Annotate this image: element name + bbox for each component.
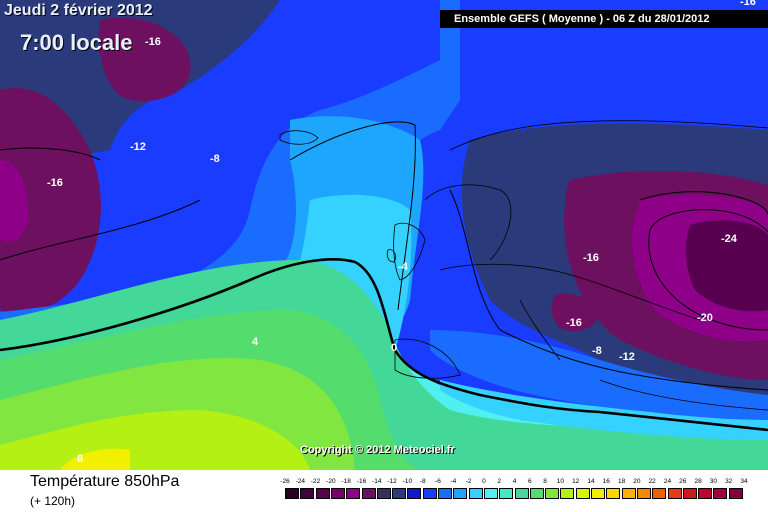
band-plus-10 <box>60 448 130 470</box>
legend-swatch <box>667 488 682 499</box>
zero-isotherm <box>0 258 768 432</box>
temperature-map: -16 -12 -8 -16 -4 -16 -24 -20 -16 -8 -12… <box>0 0 768 470</box>
legend-label: 6 <box>527 478 532 485</box>
iceland-cold-core <box>98 17 191 101</box>
contour-label: -12 <box>130 141 146 153</box>
copyright-notice: Copyright © 2012 Meteociel.fr <box>300 444 455 456</box>
legend-swatch <box>606 488 621 499</box>
contour-label: 0 <box>391 342 397 354</box>
legend-swatch <box>453 488 468 499</box>
legend-label: 2 <box>497 478 501 485</box>
legend-swatch <box>422 488 437 499</box>
mediterranean-band-minus-2 <box>440 380 768 440</box>
contour-label: -16 <box>47 177 63 189</box>
contour-label: -16 <box>145 36 161 48</box>
legend-label: -16 <box>356 478 367 485</box>
legend-label: -8 <box>419 478 426 485</box>
isotherms <box>0 121 768 391</box>
legend-swatch <box>407 488 422 499</box>
legend-label: -12 <box>387 478 397 485</box>
contour-label: -20 <box>697 312 713 324</box>
legend-label: 26 <box>679 478 687 485</box>
legend-label: 10 <box>556 478 564 485</box>
legend-swatch <box>575 488 590 499</box>
legend-swatch <box>529 488 544 499</box>
europe-cold-core-minus-26 <box>685 220 768 312</box>
legend-label: -22 <box>310 478 321 485</box>
legend-label: 34 <box>740 478 748 485</box>
mediterranean-band-minus-6 <box>430 330 768 420</box>
forecast-date: Jeudi 2 février 2012 <box>4 2 153 19</box>
corner-contour-label: -16 <box>740 0 756 8</box>
legend-swatch <box>300 488 315 499</box>
legend-label: 0 <box>482 478 486 485</box>
contour-label: -8 <box>210 153 220 165</box>
forecast-time: 7:00 locale <box>20 30 133 55</box>
legend-swatch <box>468 488 483 499</box>
legend-label: -10 <box>402 478 413 485</box>
variable-name: Température 850hPa <box>30 473 180 490</box>
contour-label: -16 <box>583 252 599 264</box>
legend-swatch <box>392 488 407 499</box>
legend-swatch <box>499 488 514 499</box>
legend-swatch <box>361 488 376 499</box>
legend-swatch <box>713 488 728 499</box>
greenland-core-inner <box>0 160 29 242</box>
legend-swatch <box>636 488 651 499</box>
legend-swatch <box>346 488 361 499</box>
legend-label: -6 <box>435 478 441 485</box>
band-plus-8 <box>0 410 310 470</box>
contour-label: -16 <box>566 317 582 329</box>
italy-cold-pocket <box>551 293 598 332</box>
legend-label: 22 <box>648 478 656 485</box>
legend-label: 16 <box>602 478 610 485</box>
contour-label: -12 <box>619 351 635 363</box>
legend-swatch <box>698 488 713 499</box>
legend-swatch <box>621 488 636 499</box>
legend-swatch <box>560 488 575 499</box>
greenland-cold-core <box>0 88 101 314</box>
legend-label: -20 <box>326 478 336 485</box>
legend-swatch <box>652 488 667 499</box>
contour-label: -8 <box>592 345 602 357</box>
legend-swatch <box>285 488 299 499</box>
legend-swatch <box>591 488 605 499</box>
legend-swatch <box>682 488 697 499</box>
legend-label: 8 <box>543 478 547 485</box>
legend-label: -2 <box>465 478 472 485</box>
legend-label: 14 <box>587 478 595 485</box>
legend-swatch <box>483 488 498 499</box>
legend-swatch <box>438 488 452 499</box>
legend-label: 4 <box>512 478 517 485</box>
legend-swatch <box>315 488 330 499</box>
legend-label: -24 <box>295 478 305 485</box>
legend-label: -26 <box>280 478 290 485</box>
legend-label: 18 <box>617 478 626 485</box>
lead-time: (+ 120h) <box>30 494 76 508</box>
legend-label: -4 <box>450 478 457 485</box>
contour-label: -24 <box>721 233 738 245</box>
legend-label: 30 <box>709 478 717 485</box>
model-run-info: Ensemble GEFS ( Moyenne ) - 06 Z du 28/0… <box>440 10 768 28</box>
legend-swatch <box>376 488 391 499</box>
legend-label: -14 <box>372 478 382 485</box>
legend-swatch <box>514 488 529 499</box>
legend-label: 24 <box>663 478 672 485</box>
legend-swatch <box>728 488 743 499</box>
contour-label: -4 <box>398 261 409 273</box>
contour-label: 8 <box>77 453 83 465</box>
legend-label: -18 <box>341 478 351 485</box>
legend-swatch <box>330 488 345 499</box>
contour-label: 4 <box>252 336 259 348</box>
legend-swatch <box>545 488 560 499</box>
legend-label: 12 <box>572 478 580 485</box>
legend-label: 20 <box>633 478 641 485</box>
legend-label: 28 <box>694 478 702 485</box>
legend-label: 32 <box>725 478 733 485</box>
